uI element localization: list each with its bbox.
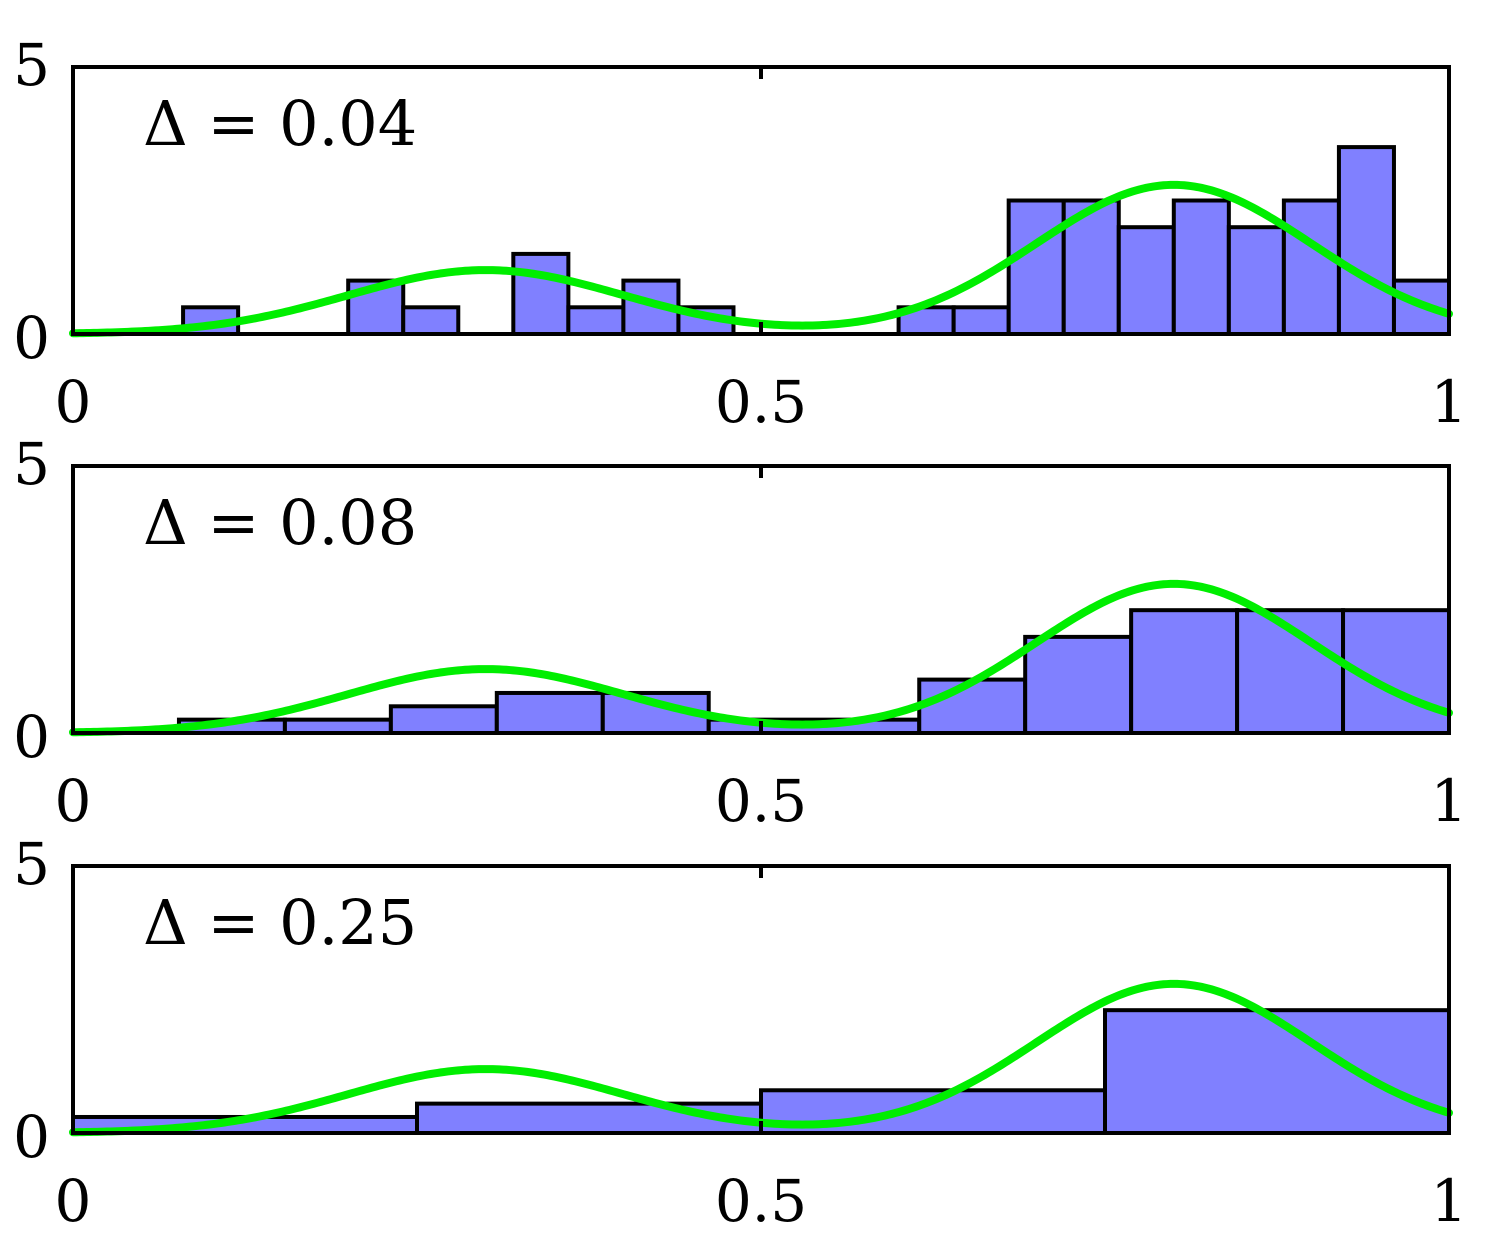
histogram-bar [917,677,1028,735]
histogram-bar [1116,225,1176,336]
histogram-panel-1: 5 00 0.5 1 Δ = 0.04 [13,31,1467,436]
histogram-bar [494,690,605,736]
histogram-bar [1336,145,1396,336]
y-tick-label: 0 [13,1103,50,1171]
x-tick-label: 1 [1431,767,1468,835]
histogram-bar [951,305,1011,336]
y-tick-label: 5 [13,31,50,99]
histogram-bar [401,305,461,336]
histogram-bar [566,305,626,336]
y-tick-label: 0 [13,304,50,372]
x-tick-label: 0 [55,368,92,436]
histogram-bar [1129,608,1240,735]
delta-annotation: Δ = 0.08 [143,486,417,559]
y-tick-label: 0 [13,703,50,771]
histogram-bar [1226,225,1286,336]
x-tick-label: 0.5 [715,368,807,436]
histogram-bar [1103,1008,1451,1135]
histogram-panel-2: 5 00 0.5 1 Δ = 0.08 [13,430,1467,835]
histogram-panel-3: 5 00 0.5 1 Δ = 0.25 [13,830,1467,1233]
y-tick-label: 5 [13,430,50,498]
histogram-bar [1281,198,1341,336]
x-tick-label: 0 [55,1167,92,1233]
x-tick-label: 0 [55,767,92,835]
histogram-bar [1171,198,1231,336]
histogram-bar [282,717,393,736]
x-tick-label: 1 [1431,368,1468,436]
y-tick-label: 5 [13,830,50,898]
histogram-bar [511,251,571,336]
histogram-bar [1023,634,1134,736]
x-tick-label: 0.5 [715,767,807,835]
x-tick-label: 1 [1431,1167,1468,1233]
delta-annotation: Δ = 0.25 [143,886,417,959]
x-tick-label: 0.5 [715,1167,807,1233]
delta-annotation: Δ = 0.04 [143,87,417,160]
histogram-bar [388,704,499,735]
histogram-bar [1006,198,1066,336]
